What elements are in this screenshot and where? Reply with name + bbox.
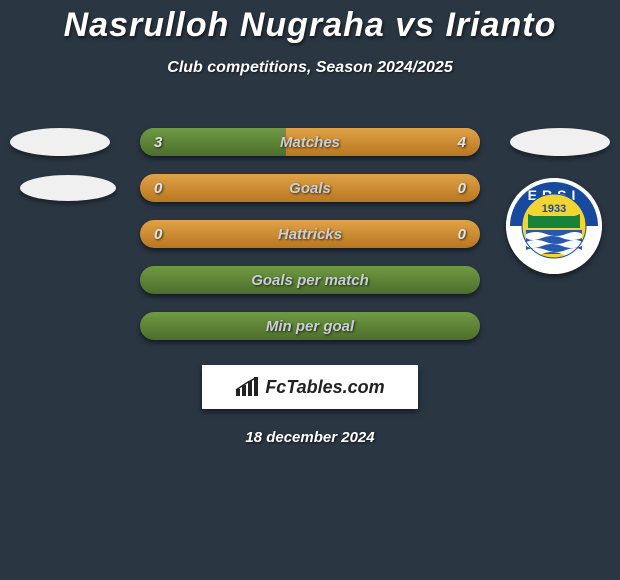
matches-left-value: 3: [154, 134, 162, 151]
bar-matches: 3 Matches 4: [140, 128, 480, 156]
hattricks-left-value: 0: [154, 226, 162, 243]
bar-gpm: Goals per match: [140, 266, 480, 294]
brand-box: FcTables.com: [202, 365, 418, 409]
brand-text: FcTables.com: [265, 377, 384, 398]
player-left-oval: [10, 128, 110, 156]
mpg-label: Min per goal: [266, 318, 354, 335]
player-left-oval-2: [20, 175, 116, 201]
crest-svg: ERSI 1933: [506, 178, 602, 274]
bar-mpg: Min per goal: [140, 312, 480, 340]
gpm-label: Goals per match: [251, 272, 369, 289]
subtitle: Club competitions, Season 2024/2025: [0, 59, 620, 77]
goals-right-value: 0: [458, 180, 466, 197]
club-crest: ERSI 1933: [506, 178, 602, 274]
matches-label: Matches: [280, 134, 340, 151]
bar-goals: 0 Goals 0: [140, 174, 480, 202]
goals-left-value: 0: [154, 180, 162, 197]
date-text: 18 december 2024: [0, 429, 620, 446]
bar-hattricks: 0 Hattricks 0: [140, 220, 480, 248]
crest-year: 1933: [542, 203, 566, 215]
row-mpg: Min per goal: [0, 303, 620, 349]
matches-right-value: 4: [458, 134, 466, 151]
row-matches: 3 Matches 4: [0, 119, 620, 165]
goals-label: Goals: [289, 180, 331, 197]
hattricks-label: Hattricks: [278, 226, 342, 243]
page-title: Nasrulloh Nugraha vs Irianto: [0, 0, 620, 45]
player-right-oval: [510, 128, 610, 156]
hattricks-right-value: 0: [458, 226, 466, 243]
brand-chart-icon: [235, 377, 259, 397]
